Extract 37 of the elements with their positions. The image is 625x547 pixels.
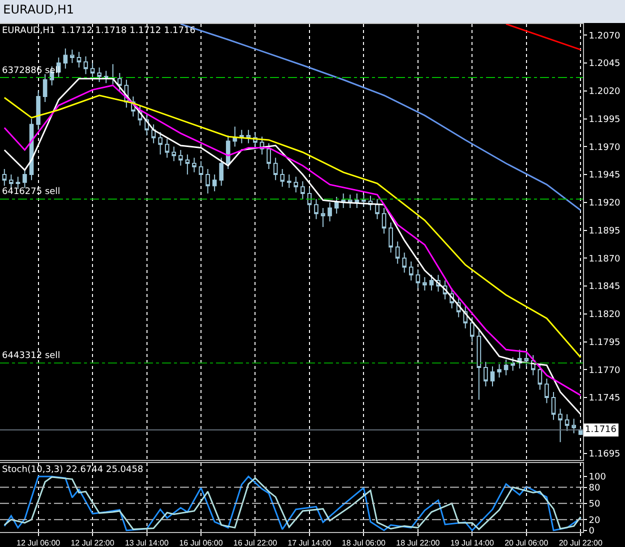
y-tick-label: 1.1995: [588, 114, 620, 125]
y-tick-label: 1.2045: [588, 59, 620, 70]
y-tick-label: 1.1745: [588, 394, 620, 404]
y-tick-label: 1.1920: [588, 198, 621, 209]
category-label: 16 Jul 06:00: [179, 538, 223, 547]
annotation: Stoch(10,3,3) 22.6744 25.0458: [2, 465, 144, 475]
y-tick-label: 1.1795: [588, 338, 620, 348]
category-label: 16 Jul 22:00: [233, 538, 278, 547]
y-tick-label: 1.1895: [588, 226, 620, 236]
category-label: 13 Jul 14:00: [124, 538, 169, 547]
category-label: 20 Jul 22:00: [558, 538, 602, 547]
category-label: 18 Jul 06:00: [342, 538, 386, 547]
category-label: 17 Jul 14:00: [288, 538, 332, 547]
y-tick-label: 1.1820: [588, 310, 621, 320]
category-label: 18 Jul 22:00: [396, 538, 440, 547]
category-label: 12 Jul 06:00: [16, 538, 60, 547]
y-tick-label: 50: [588, 500, 601, 510]
chart-title: EURAUD,H1: [3, 2, 74, 16]
ref-line-label: 6443312 sell: [2, 351, 60, 361]
y-tick-label: 1.1845: [588, 282, 620, 292]
y-tick-label: 80: [588, 483, 601, 494]
category-label: 19 Jul 14:00: [450, 538, 494, 547]
y-tick-label: 1.2020: [588, 87, 621, 98]
y-tick-label: 1.2070: [588, 31, 621, 42]
ref-line-label: 1.1716: [585, 425, 617, 435]
y-tick-label: 1.1970: [588, 142, 621, 153]
y-tick-label: 20: [588, 516, 601, 526]
y-tick-label: 1.1770: [588, 366, 621, 376]
ref-line-label: 6416275 sell: [2, 187, 60, 197]
category-label: 12 Jul 22:00: [70, 538, 114, 547]
y-tick-label: 100: [588, 472, 606, 483]
y-tick-label: 1.1945: [588, 170, 620, 181]
y-tick-label: 0: [588, 526, 595, 537]
y-tick-label: 1.1695: [588, 449, 620, 460]
category-label: 20 Jul 06:00: [504, 538, 548, 547]
y-tick-label: 1.1870: [588, 254, 621, 264]
annotation: EURAUD,H1 1.1712 1.1718 1.1712 1.1716: [2, 26, 196, 36]
